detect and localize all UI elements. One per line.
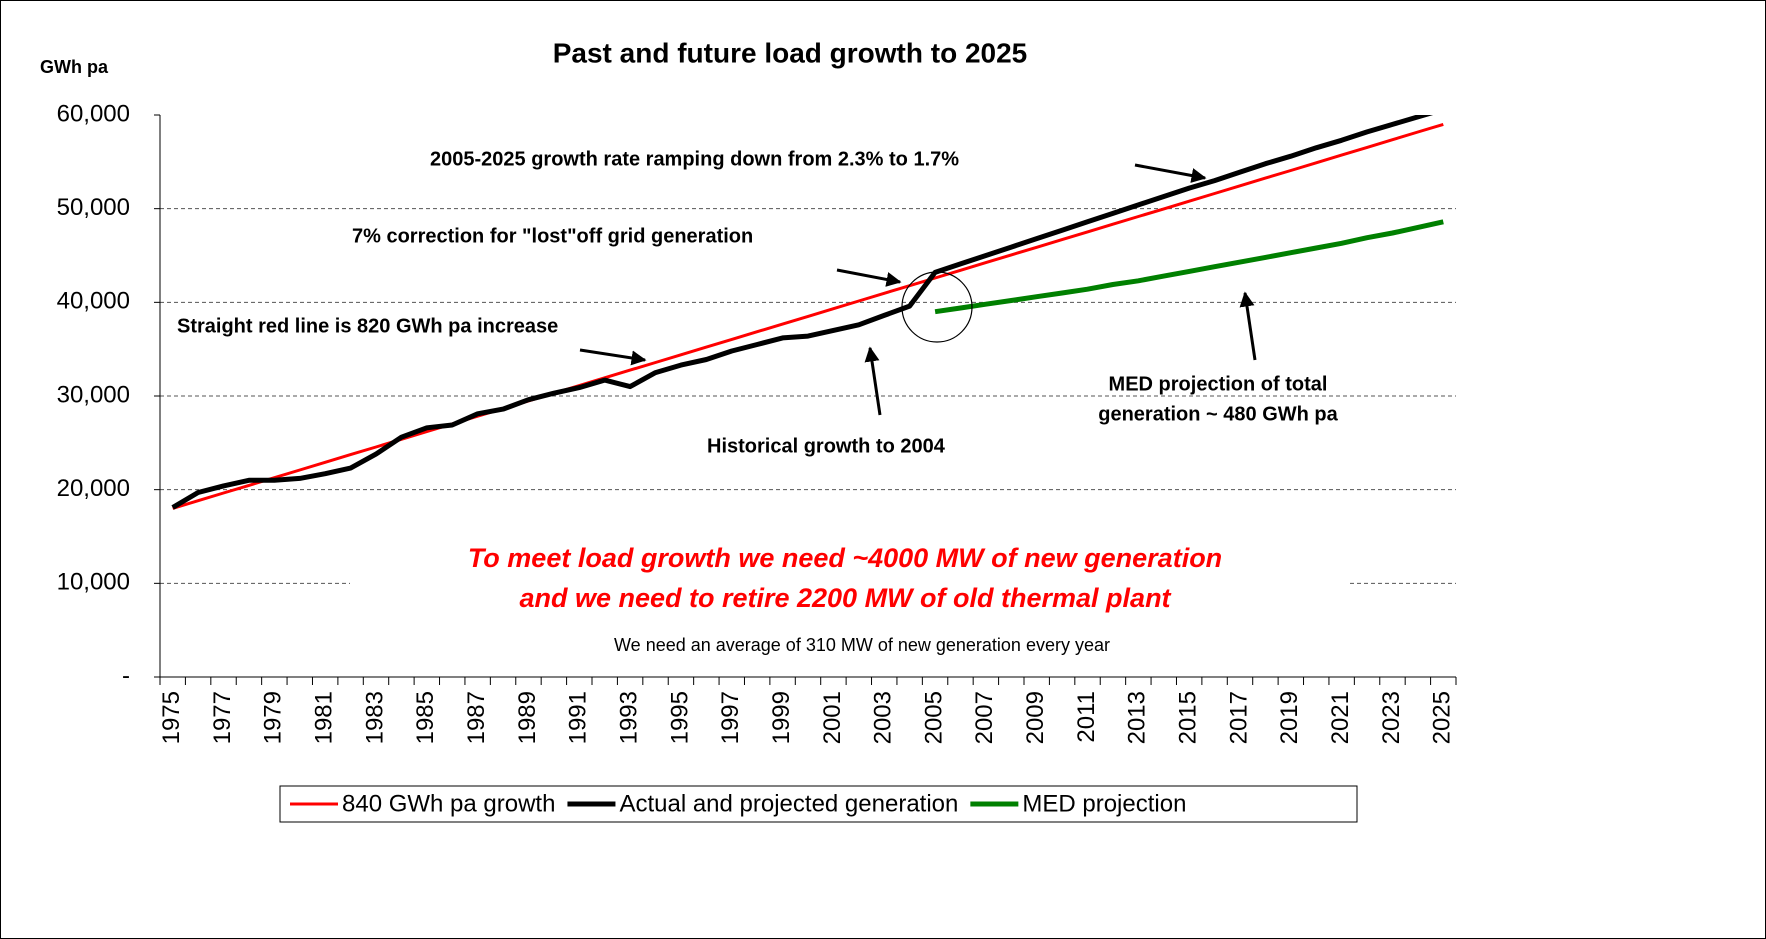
x-tick-label: 1983 bbox=[361, 691, 388, 744]
x-tick-label: 2007 bbox=[971, 691, 998, 744]
x-tick-label: 1989 bbox=[514, 691, 541, 744]
annotation: To meet load growth we need ~4000 MW of … bbox=[468, 543, 1222, 573]
y-tick-label: - bbox=[122, 662, 130, 689]
x-tick-label: 1995 bbox=[666, 691, 693, 744]
annotations: 2005-2025 growth rate ramping down from … bbox=[177, 148, 1350, 655]
x-tick-label: 2005 bbox=[920, 691, 947, 744]
series-line bbox=[934, 219, 1444, 315]
y-tick-label: 50,000 bbox=[57, 194, 130, 221]
x-tick-label: 1987 bbox=[463, 691, 490, 744]
text-backdrop bbox=[350, 538, 1350, 622]
x-tick-label: 1999 bbox=[768, 691, 795, 744]
x-tick-label: 1979 bbox=[260, 691, 287, 744]
y-axis-label: GWh pa bbox=[40, 57, 109, 77]
x-tick-label: 1997 bbox=[717, 691, 744, 744]
legend-label: 840 GWh pa growth bbox=[342, 790, 555, 817]
x-tick-label: 2001 bbox=[819, 691, 846, 744]
x-tick-label: 2019 bbox=[1276, 691, 1303, 744]
x-tick-label: 2009 bbox=[1022, 691, 1049, 744]
x-tick-label: 1975 bbox=[158, 691, 185, 744]
x-tick-label: 1993 bbox=[615, 691, 642, 744]
series-line bbox=[172, 122, 1444, 510]
annotation: Straight red line is 820 GWh pa increase bbox=[177, 315, 558, 337]
annotation: We need an average of 310 MW of new gene… bbox=[614, 635, 1110, 655]
x-tick-label: 2021 bbox=[1327, 691, 1354, 744]
annotation: and we need to retire 2200 MW of old the… bbox=[519, 583, 1171, 613]
legend-box bbox=[279, 785, 1358, 823]
legend-label: MED projection bbox=[1022, 790, 1186, 817]
y-tick-label: 40,000 bbox=[57, 288, 130, 315]
x-tick-label: 2003 bbox=[870, 691, 897, 744]
x-tick-label: 1991 bbox=[565, 691, 592, 744]
legend-label: Actual and projected generation bbox=[619, 790, 958, 817]
x-tick-label: 2025 bbox=[1429, 691, 1456, 744]
annotation: Historical growth to 2004 bbox=[707, 435, 946, 457]
annotation: 7% correction for "lost"off grid generat… bbox=[352, 225, 753, 247]
x-tick-label: 2017 bbox=[1225, 691, 1252, 744]
y-tick-label: 30,000 bbox=[57, 381, 130, 408]
series-line bbox=[171, 115, 1434, 510]
x-tick-label: 1985 bbox=[412, 691, 439, 744]
x-tick-label: 2015 bbox=[1175, 691, 1202, 744]
annotation: 2005-2025 growth rate ramping down from … bbox=[430, 148, 959, 170]
y-tick-label: 10,000 bbox=[57, 569, 130, 596]
highlight-circle bbox=[901, 271, 973, 343]
annotation: generation ~ 480 GWh pa bbox=[1098, 403, 1338, 425]
y-tick-label: 20,000 bbox=[57, 475, 130, 502]
arrows bbox=[579, 163, 1257, 416]
x-tick-label: 2023 bbox=[1378, 691, 1405, 744]
x-tick-label: 1977 bbox=[209, 691, 236, 744]
x-tick-label: 2011 bbox=[1073, 691, 1100, 743]
y-tick-label: 60,000 bbox=[57, 100, 130, 127]
x-tick-label: 2013 bbox=[1124, 691, 1151, 744]
x-tick-label: 1981 bbox=[311, 691, 338, 744]
annotation: MED projection of total bbox=[1109, 373, 1328, 395]
chart-title: Past and future load growth to 2025 bbox=[553, 37, 1028, 68]
